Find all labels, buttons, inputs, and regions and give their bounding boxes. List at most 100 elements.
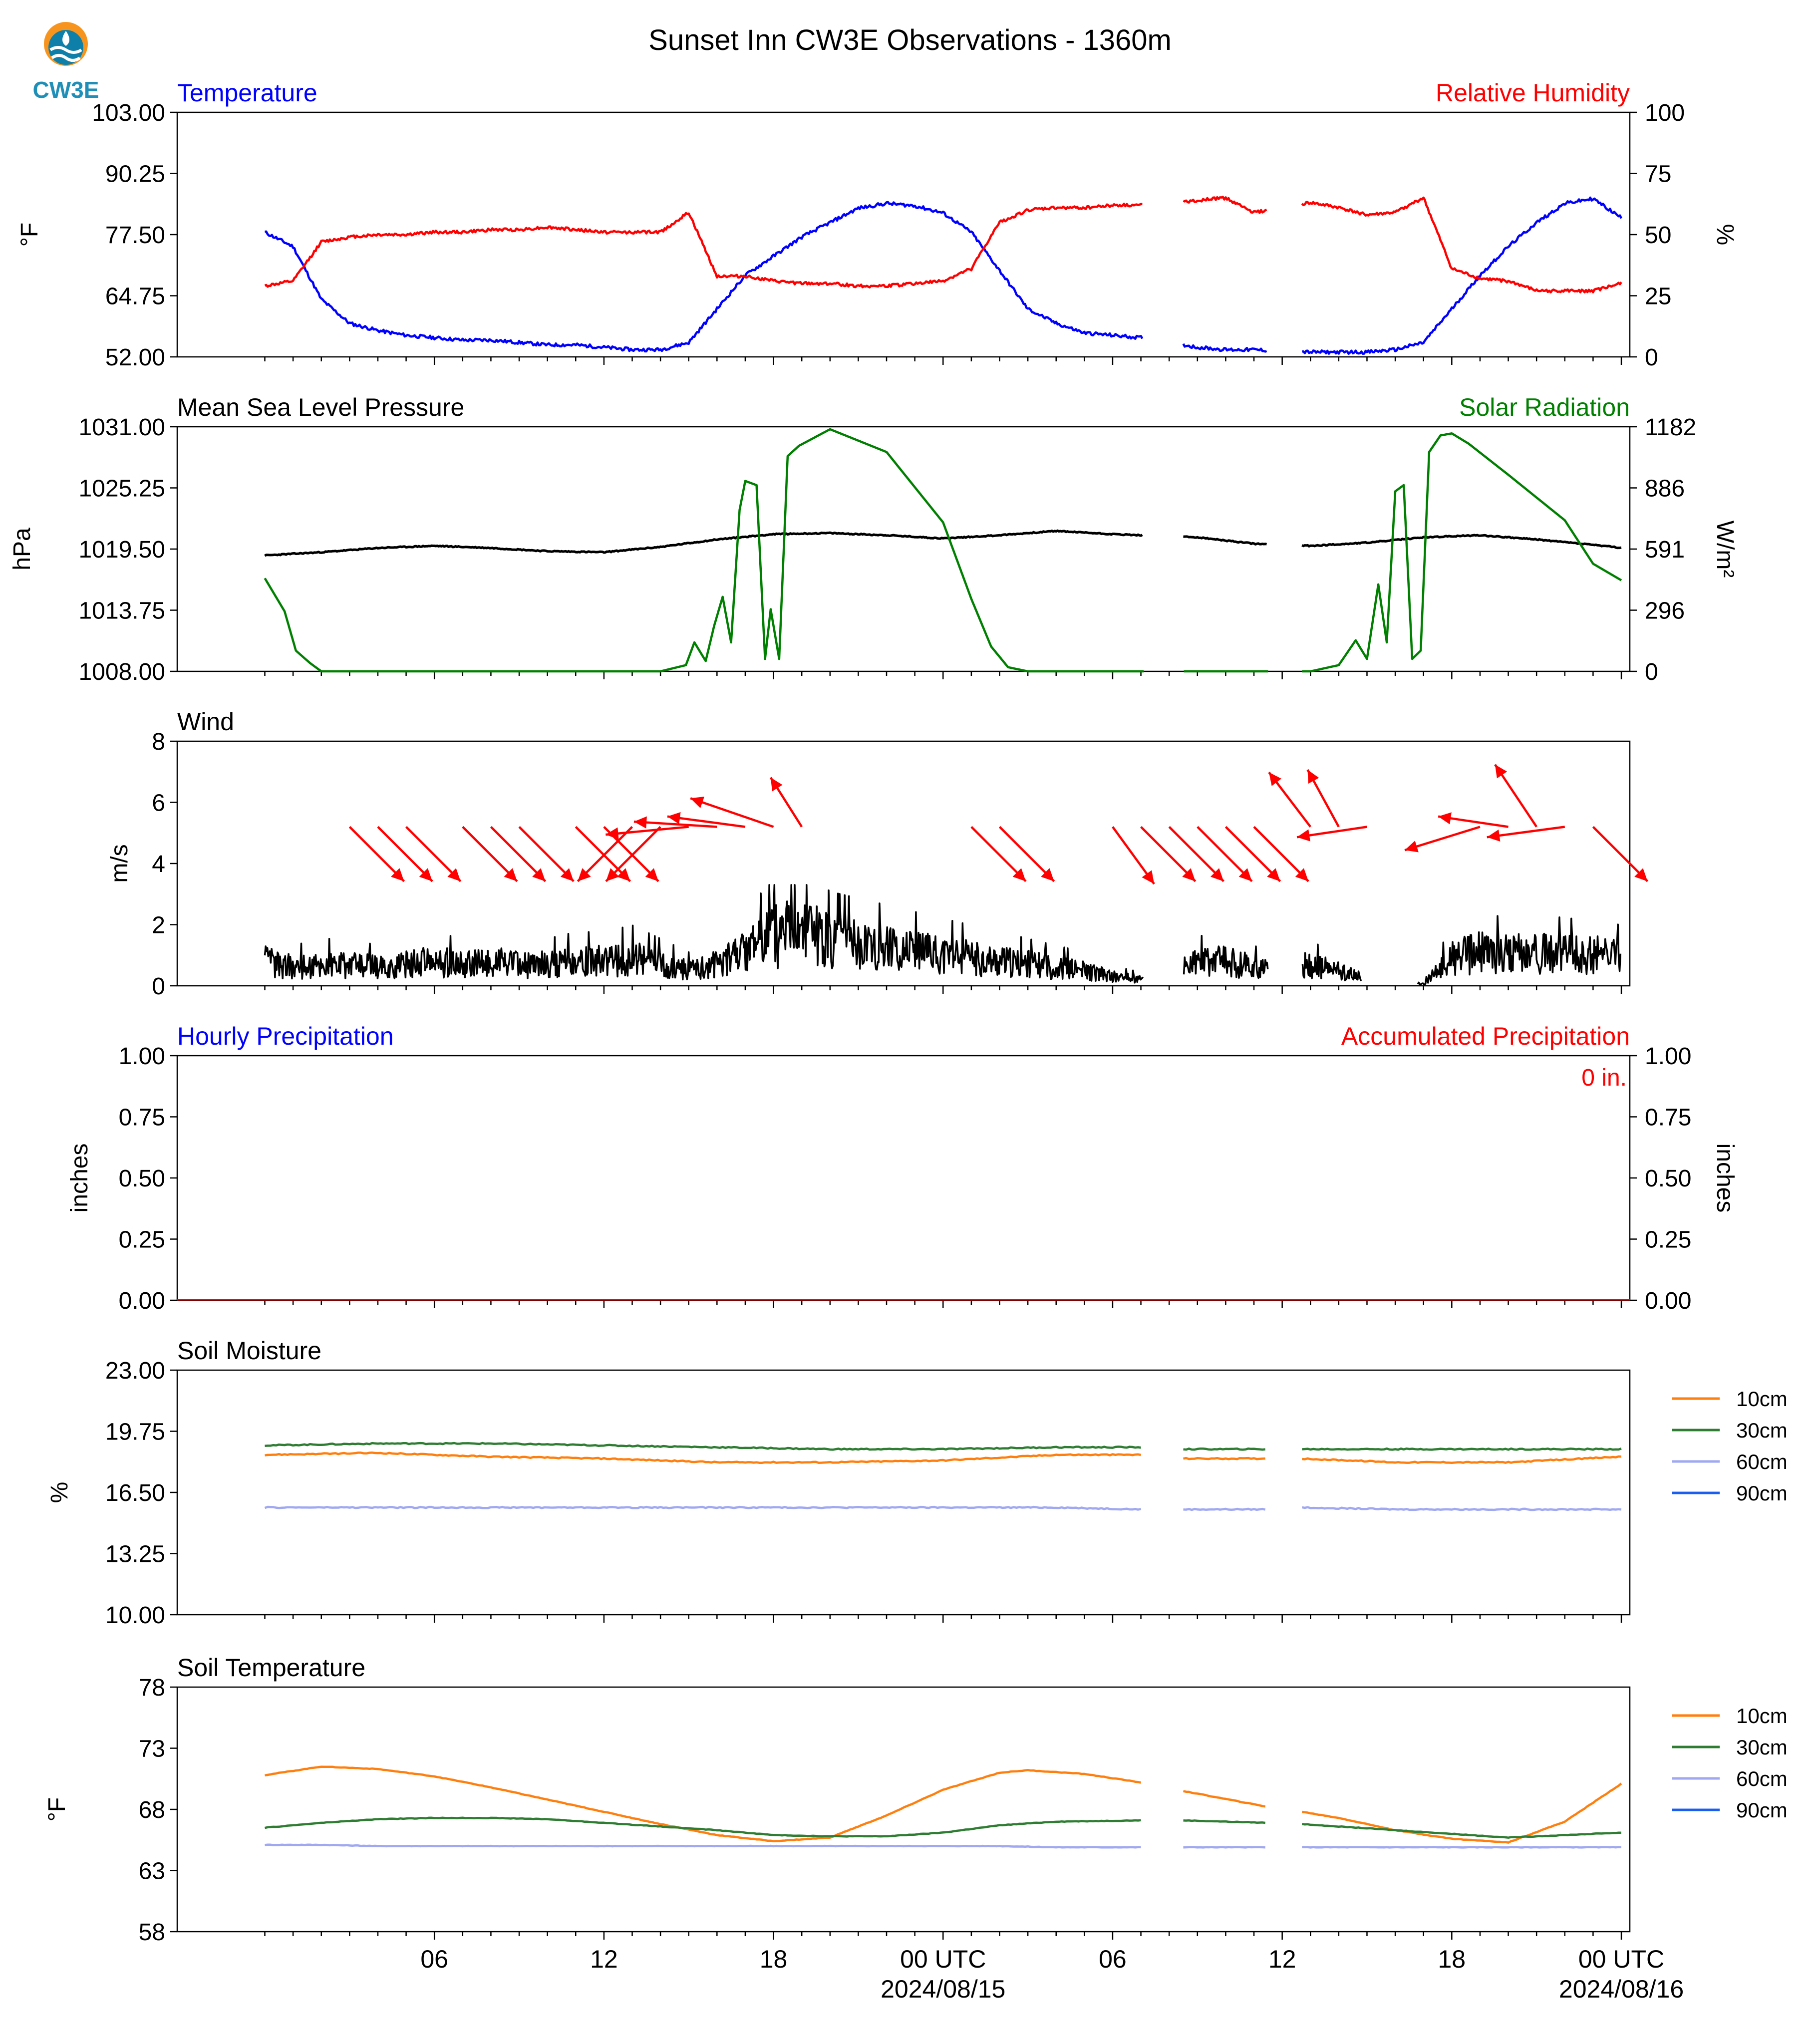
wind-arrow — [1487, 826, 1565, 842]
precip-total-annotation: 0 in. — [1581, 1065, 1627, 1091]
series-30cm — [264, 1816, 1141, 1838]
wind-arrow-shaft — [518, 826, 575, 882]
legend-label: 60cm — [1736, 1767, 1788, 1790]
legend-label: 30cm — [1736, 1419, 1788, 1442]
y-tick-label: 10.00 — [105, 1602, 165, 1629]
wind-arrow-head — [532, 868, 546, 881]
panel-title-left: Soil Moisture — [177, 1337, 321, 1365]
y-tick-label: 64.75 — [105, 284, 165, 310]
x-tick-label: 00 UTC — [1578, 1945, 1664, 1973]
wind-arrow-head — [1210, 868, 1224, 881]
x-tick-label: 06 — [420, 1945, 448, 1973]
wind-arrow — [1168, 826, 1224, 882]
wind-arrow-shaft — [1197, 826, 1253, 882]
y-axis-label: inches — [66, 1144, 93, 1213]
wind-arrow-head — [1297, 829, 1310, 842]
x-tick-label: 18 — [760, 1945, 788, 1973]
x-tick-label: 00 UTC — [900, 1945, 986, 1973]
wind-arrow-shaft — [462, 826, 518, 882]
y-tick-label: 2 — [152, 912, 165, 939]
legend: 10cm 30cm 60cm 90cm — [1672, 1387, 1788, 1505]
panel-temperature: Temperature Relative Humidity 52.00 64.75 77… — [16, 79, 1738, 371]
wind-arrow — [998, 826, 1055, 882]
wind-arrow — [1592, 826, 1649, 882]
x-date-label: 2024/08/15 — [881, 1975, 1005, 2003]
panel-hourly-precipitation: Hourly Precipitation Accumulated Precipit… — [66, 1022, 1738, 1314]
wind-arrow — [1306, 769, 1340, 828]
wind-arrow-shaft — [377, 826, 433, 882]
wind-arrow — [970, 826, 1027, 882]
panel-soil-temperature: Soil Temperature 58 63 68 73 78 °F 10cm 30cm 60cm… — [44, 1654, 1788, 1946]
series-30cm — [265, 1442, 1141, 1451]
wind-arrow — [577, 826, 633, 882]
y-tick-label: 77.50 — [105, 222, 165, 249]
y-tick-label: 6 — [152, 790, 165, 817]
y-tick-label-right: 75 — [1645, 161, 1671, 188]
series-60cm — [264, 1505, 1142, 1511]
series-10cm — [1302, 1782, 1622, 1844]
series-relative-humidity — [1301, 196, 1622, 293]
wind-arrow — [1112, 826, 1155, 885]
wind-arrow-head — [1438, 812, 1452, 825]
wind-arrow — [1224, 826, 1281, 882]
wind-arrow-shaft — [606, 826, 689, 836]
y-tick-label: 0.25 — [119, 1227, 165, 1253]
y-axis-label: °F — [44, 1797, 70, 1822]
logo-wave-icon — [49, 46, 82, 54]
y-tick-label-right: 25 — [1645, 284, 1671, 310]
y-tick-label: 0.50 — [119, 1165, 165, 1192]
wind-arrow-head — [606, 868, 619, 881]
x-tick-label: 12 — [1268, 1945, 1296, 1973]
y-axis-label-right: W/m² — [1712, 521, 1738, 578]
wind-arrow-head — [633, 816, 647, 829]
y-tick-label: 0 — [152, 973, 165, 1000]
wind-arrow — [1404, 826, 1481, 853]
y-tick-label: 63 — [139, 1858, 165, 1885]
panel-mean-sea-level-pressure: Mean Sea Level Pressure Solar Radiation 10… — [9, 393, 1738, 685]
y-tick-label: 8 — [152, 729, 165, 755]
panel-title-right: Accumulated Precipitation — [1341, 1022, 1630, 1050]
y-tick-label-right: 50 — [1645, 222, 1671, 249]
x-tick-label: 12 — [590, 1945, 618, 1973]
wind-arrow — [462, 826, 518, 882]
series-60cm — [1183, 1507, 1266, 1511]
logo-wave-icon — [51, 54, 81, 62]
wind-arrow-head — [606, 827, 619, 840]
wind-arrow — [769, 777, 803, 828]
wind-arrow-head — [1238, 868, 1252, 881]
y-tick-label: 1.00 — [119, 1043, 165, 1070]
y-tick-label-right: 1182 — [1645, 414, 1696, 441]
wind-arrow — [1494, 764, 1538, 828]
wind-arrow-head — [667, 812, 681, 825]
wind-arrow — [605, 826, 661, 882]
wind-arrow — [575, 826, 631, 882]
x-tick-label: 06 — [1099, 1945, 1127, 1973]
wind-arrow — [1296, 826, 1367, 842]
wind-arrow-head — [1405, 841, 1419, 853]
panel-title-left: Temperature — [177, 79, 317, 107]
y-tick-label: 13.25 — [105, 1541, 165, 1568]
wind-arrow-head — [1295, 868, 1309, 881]
wind-arrow-head — [1269, 772, 1282, 786]
wind-arrow-head — [560, 868, 574, 881]
wind-arrow-shaft — [633, 820, 717, 828]
y-tick-label-right: 0 — [1645, 659, 1658, 685]
y-tick-label: 103.00 — [92, 100, 165, 126]
y-tick-label: 58 — [139, 1919, 165, 1946]
y-axis-label: % — [46, 1482, 73, 1503]
legend-label: 10cm — [1736, 1387, 1788, 1411]
y-tick-label-right: 0.25 — [1645, 1227, 1691, 1253]
y-axis-label-right: inches — [1712, 1144, 1738, 1213]
wind-arrow-head — [419, 868, 433, 881]
panel-wind: Wind 0 2 4 6 8 m/s — [106, 708, 1649, 1000]
y-tick-label: 0.00 — [119, 1288, 165, 1314]
series-wind-speed — [264, 884, 1144, 984]
y-tick-label-right: 0.50 — [1645, 1165, 1691, 1192]
wind-arrow-shaft — [1168, 826, 1224, 882]
series-temperature — [1182, 343, 1267, 353]
cw3e-logo: CW3E — [33, 22, 99, 103]
y-tick-label: 1013.75 — [78, 598, 165, 624]
y-tick-label: 73 — [139, 1736, 165, 1762]
wind-arrow-shaft — [405, 826, 462, 882]
wind-arrow-head — [617, 868, 630, 881]
